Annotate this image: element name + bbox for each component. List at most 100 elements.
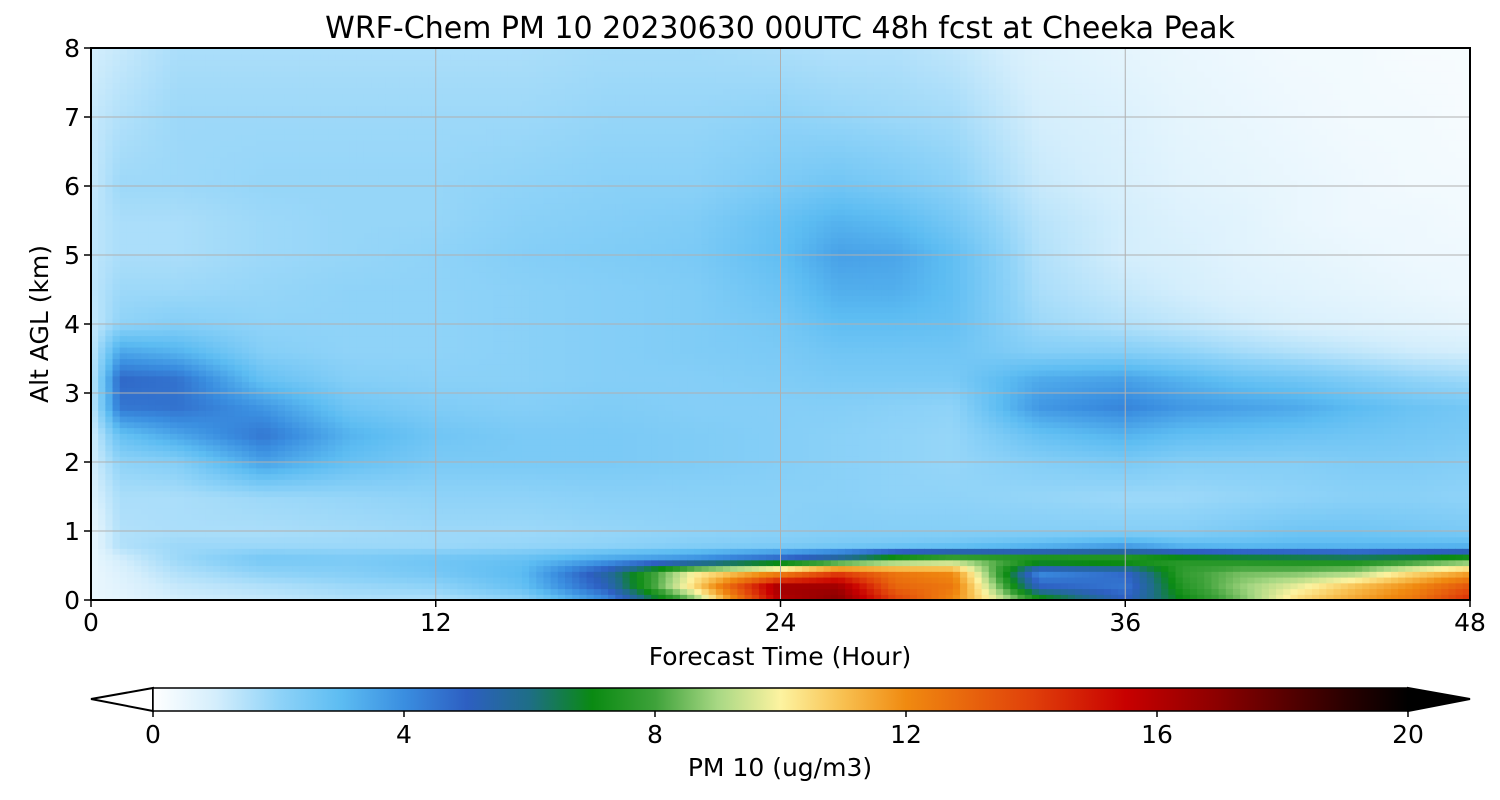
field-cell [407,341,415,348]
field-cell [184,370,193,377]
field-cell [105,117,114,124]
field-cell [292,427,300,434]
field-cell [263,128,272,135]
field-cell [414,174,422,181]
field-cell [328,525,336,532]
field-cell [162,203,171,210]
field-cell [292,278,300,285]
field-cell [155,450,164,457]
field-cell [284,82,293,89]
field-cell [105,473,114,480]
field-cell [198,473,207,480]
field-cell [378,456,387,463]
field-cell [234,203,243,210]
field-cell [385,145,394,153]
field-cell [349,203,358,210]
field-cell [256,209,264,216]
field-cell [385,588,394,595]
field-cell [428,53,437,61]
field-cell [220,582,229,590]
field-cell [407,479,415,486]
field-cell [320,157,329,164]
field-cell [320,439,329,446]
field-cell [407,255,415,262]
field-cell [213,301,221,308]
field-cell [457,582,466,590]
field-cell [371,324,379,331]
field-cell [126,508,135,515]
field-cell [457,191,466,199]
field-cell [220,324,229,331]
field-cell [428,548,437,555]
field-cell [342,370,351,377]
field-cell [328,347,336,354]
field-cell [241,352,250,360]
field-cell [378,479,387,486]
field-cell [220,88,229,95]
field-cell [249,94,257,101]
field-cell [155,76,164,84]
field-cell [328,335,336,342]
field-cell [98,295,106,302]
field-cell [148,462,157,469]
field-cell [177,71,185,78]
field-cell [392,249,401,256]
field-cell [435,421,444,429]
field-cell [349,513,358,521]
field-cell [299,387,308,394]
field-cell [170,536,178,544]
field-cell [177,151,185,158]
field-cell [378,358,387,365]
field-cell [213,324,221,331]
field-cell [435,318,444,325]
field-cell [162,364,171,371]
field-cell [91,582,99,590]
field-cell [91,433,99,440]
field-cell [442,519,451,526]
field-cell [435,536,444,544]
field-cell [284,416,293,423]
field-cell [457,99,466,107]
field-cell [335,577,343,584]
pm10-field [91,48,1470,600]
field-cell [98,410,106,417]
field-cell [198,289,207,296]
field-cell [392,53,401,61]
field-cell [306,347,315,354]
field-cell [464,594,473,600]
field-cell [277,393,286,400]
field-cell [363,278,372,285]
field-cell [112,289,121,296]
field-cell [399,433,408,440]
field-cell [306,295,315,302]
field-cell [184,508,193,515]
field-cell [356,180,365,187]
field-cell [148,301,157,308]
field-cell [191,513,200,521]
field-cell [277,479,286,486]
field-cell [356,122,365,130]
field-cell [91,209,99,216]
field-cell [234,404,243,411]
field-cell [220,278,229,285]
field-cell [141,421,150,429]
field-cell [414,76,422,84]
field-cell [284,105,293,112]
field-cell [234,117,243,124]
field-cell [306,329,315,337]
field-cell [306,462,315,469]
field-cell [184,151,193,158]
field-cell [134,88,142,95]
field-cell [313,295,322,302]
field-cell [399,278,408,285]
field-cell [428,444,437,452]
field-cell [284,232,293,239]
field-cell [184,410,193,417]
field-cell [277,65,286,72]
field-cell [98,197,106,204]
field-cell [335,289,343,296]
field-cell [320,462,329,469]
field-cell [105,59,114,66]
field-cell [421,594,430,600]
field-cell [313,519,322,526]
